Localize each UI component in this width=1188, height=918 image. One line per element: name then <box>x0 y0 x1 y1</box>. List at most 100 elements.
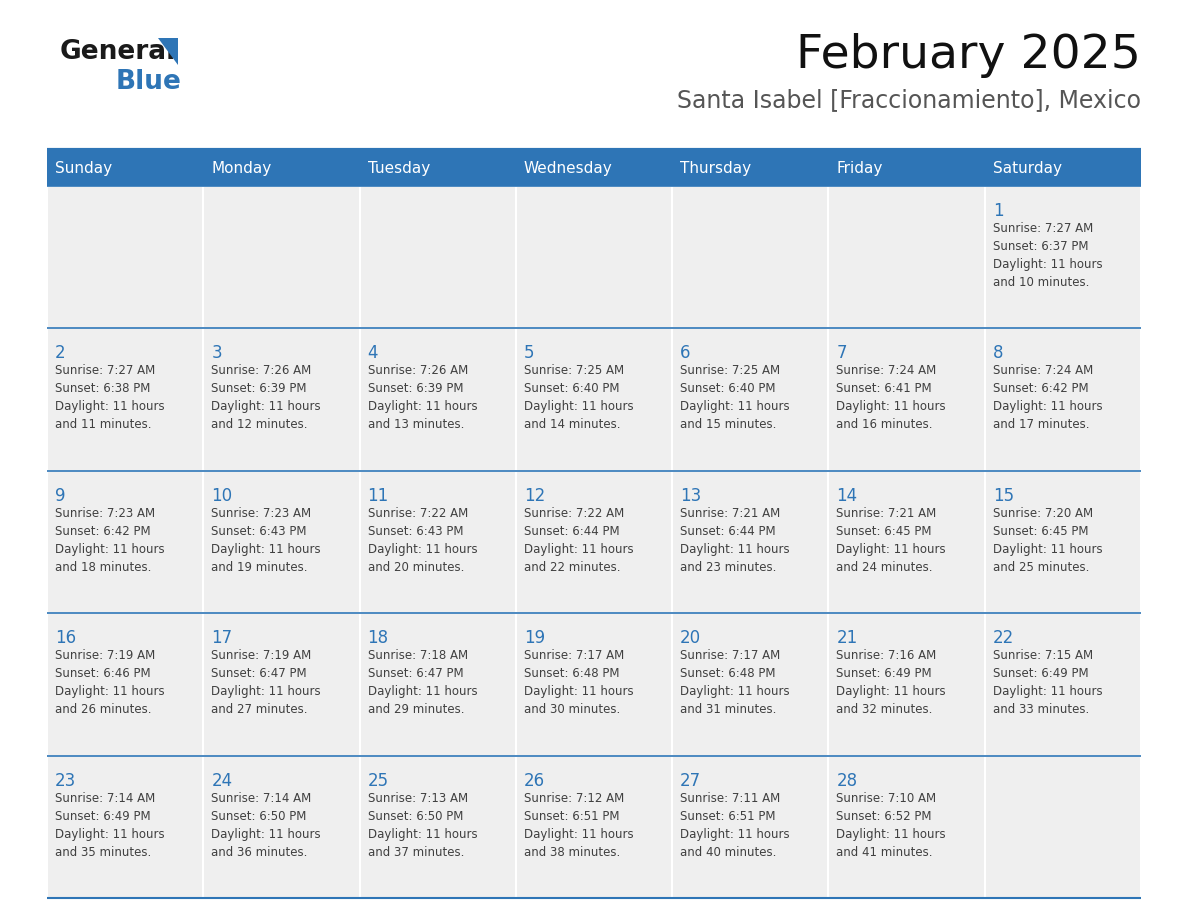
Text: and 36 minutes.: and 36 minutes. <box>211 845 308 858</box>
Text: and 20 minutes.: and 20 minutes. <box>367 561 465 574</box>
Bar <box>516 329 672 471</box>
Text: Daylight: 11 hours: Daylight: 11 hours <box>836 828 946 841</box>
Text: and 11 minutes.: and 11 minutes. <box>55 419 152 431</box>
Text: 2: 2 <box>55 344 65 363</box>
Text: Sunset: 6:43 PM: Sunset: 6:43 PM <box>367 525 463 538</box>
Text: Daylight: 11 hours: Daylight: 11 hours <box>211 828 321 841</box>
Text: and 33 minutes.: and 33 minutes. <box>993 703 1089 716</box>
Text: 24: 24 <box>211 772 233 789</box>
Text: and 10 minutes.: and 10 minutes. <box>993 276 1089 289</box>
Text: Sunrise: 7:25 AM: Sunrise: 7:25 AM <box>524 364 624 377</box>
Text: 15: 15 <box>993 487 1013 505</box>
Bar <box>203 150 360 186</box>
Text: and 29 minutes.: and 29 minutes. <box>367 703 465 716</box>
Text: Daylight: 11 hours: Daylight: 11 hours <box>993 400 1102 413</box>
Text: Daylight: 11 hours: Daylight: 11 hours <box>55 828 165 841</box>
Bar <box>828 756 985 898</box>
Text: Blue: Blue <box>116 69 182 95</box>
Text: 18: 18 <box>367 629 388 647</box>
Text: Daylight: 11 hours: Daylight: 11 hours <box>367 828 478 841</box>
Text: Sunrise: 7:12 AM: Sunrise: 7:12 AM <box>524 791 624 804</box>
Bar <box>985 471 1140 613</box>
Text: Sunset: 6:41 PM: Sunset: 6:41 PM <box>836 383 933 396</box>
Bar <box>985 613 1140 756</box>
Text: 10: 10 <box>211 487 233 505</box>
Bar <box>828 329 985 471</box>
Bar <box>516 471 672 613</box>
Text: Sunrise: 7:19 AM: Sunrise: 7:19 AM <box>211 649 311 662</box>
Bar <box>203 329 360 471</box>
Text: Sunset: 6:47 PM: Sunset: 6:47 PM <box>367 667 463 680</box>
Text: Sunset: 6:50 PM: Sunset: 6:50 PM <box>367 810 463 823</box>
Text: Sunset: 6:52 PM: Sunset: 6:52 PM <box>836 810 931 823</box>
Text: 25: 25 <box>367 772 388 789</box>
Text: Sunset: 6:49 PM: Sunset: 6:49 PM <box>993 667 1088 680</box>
Bar <box>828 186 985 329</box>
Text: Saturday: Saturday <box>993 161 1062 175</box>
Text: 12: 12 <box>524 487 545 505</box>
Bar <box>203 613 360 756</box>
Text: General: General <box>61 39 176 65</box>
Bar <box>672 613 828 756</box>
Text: Sunset: 6:51 PM: Sunset: 6:51 PM <box>524 810 619 823</box>
Text: Sunrise: 7:26 AM: Sunrise: 7:26 AM <box>211 364 311 377</box>
Text: Sunset: 6:37 PM: Sunset: 6:37 PM <box>993 240 1088 253</box>
Text: Sunrise: 7:10 AM: Sunrise: 7:10 AM <box>836 791 936 804</box>
Text: Daylight: 11 hours: Daylight: 11 hours <box>836 400 946 413</box>
Text: Daylight: 11 hours: Daylight: 11 hours <box>524 828 633 841</box>
Text: Daylight: 11 hours: Daylight: 11 hours <box>993 258 1102 271</box>
Text: 8: 8 <box>993 344 1003 363</box>
Text: Sunrise: 7:24 AM: Sunrise: 7:24 AM <box>836 364 936 377</box>
Text: Daylight: 11 hours: Daylight: 11 hours <box>836 685 946 699</box>
Text: 26: 26 <box>524 772 545 789</box>
Text: Daylight: 11 hours: Daylight: 11 hours <box>681 828 790 841</box>
Text: Sunrise: 7:21 AM: Sunrise: 7:21 AM <box>836 507 936 520</box>
Text: Sunset: 6:39 PM: Sunset: 6:39 PM <box>367 383 463 396</box>
Text: 14: 14 <box>836 487 858 505</box>
Text: and 19 minutes.: and 19 minutes. <box>211 561 308 574</box>
Text: Sunrise: 7:13 AM: Sunrise: 7:13 AM <box>367 791 468 804</box>
Text: Tuesday: Tuesday <box>367 161 430 175</box>
Text: Wednesday: Wednesday <box>524 161 613 175</box>
Text: Sunset: 6:45 PM: Sunset: 6:45 PM <box>993 525 1088 538</box>
Text: Sunrise: 7:18 AM: Sunrise: 7:18 AM <box>367 649 468 662</box>
Text: Daylight: 11 hours: Daylight: 11 hours <box>993 543 1102 555</box>
Text: Daylight: 11 hours: Daylight: 11 hours <box>211 543 321 555</box>
Text: Sunrise: 7:14 AM: Sunrise: 7:14 AM <box>211 791 311 804</box>
Text: 4: 4 <box>367 344 378 363</box>
Bar <box>516 756 672 898</box>
Text: Sunrise: 7:11 AM: Sunrise: 7:11 AM <box>681 791 781 804</box>
Text: Sunset: 6:40 PM: Sunset: 6:40 PM <box>681 383 776 396</box>
Text: Sunset: 6:50 PM: Sunset: 6:50 PM <box>211 810 307 823</box>
Text: Sunrise: 7:23 AM: Sunrise: 7:23 AM <box>211 507 311 520</box>
Text: Sunrise: 7:25 AM: Sunrise: 7:25 AM <box>681 364 781 377</box>
Text: 28: 28 <box>836 772 858 789</box>
Text: Sunset: 6:46 PM: Sunset: 6:46 PM <box>55 667 151 680</box>
Text: Daylight: 11 hours: Daylight: 11 hours <box>55 400 165 413</box>
Text: and 41 minutes.: and 41 minutes. <box>836 845 933 858</box>
Text: Sunset: 6:38 PM: Sunset: 6:38 PM <box>55 383 151 396</box>
Polygon shape <box>158 38 178 65</box>
Text: Daylight: 11 hours: Daylight: 11 hours <box>55 685 165 699</box>
Text: Sunset: 6:43 PM: Sunset: 6:43 PM <box>211 525 307 538</box>
Text: Sunday: Sunday <box>55 161 112 175</box>
Text: February 2025: February 2025 <box>796 32 1140 77</box>
Text: Daylight: 11 hours: Daylight: 11 hours <box>524 685 633 699</box>
Text: Sunrise: 7:22 AM: Sunrise: 7:22 AM <box>367 507 468 520</box>
Bar <box>48 329 203 471</box>
Bar <box>672 150 828 186</box>
Text: and 25 minutes.: and 25 minutes. <box>993 561 1089 574</box>
Text: and 22 minutes.: and 22 minutes. <box>524 561 620 574</box>
Text: Sunrise: 7:27 AM: Sunrise: 7:27 AM <box>993 222 1093 235</box>
Text: 17: 17 <box>211 629 233 647</box>
Bar <box>672 471 828 613</box>
Text: 22: 22 <box>993 629 1015 647</box>
Bar <box>985 329 1140 471</box>
Text: and 17 minutes.: and 17 minutes. <box>993 419 1089 431</box>
Text: Sunrise: 7:26 AM: Sunrise: 7:26 AM <box>367 364 468 377</box>
Text: 7: 7 <box>836 344 847 363</box>
Bar <box>48 613 203 756</box>
Bar <box>48 756 203 898</box>
Text: and 23 minutes.: and 23 minutes. <box>681 561 777 574</box>
Text: Sunrise: 7:24 AM: Sunrise: 7:24 AM <box>993 364 1093 377</box>
